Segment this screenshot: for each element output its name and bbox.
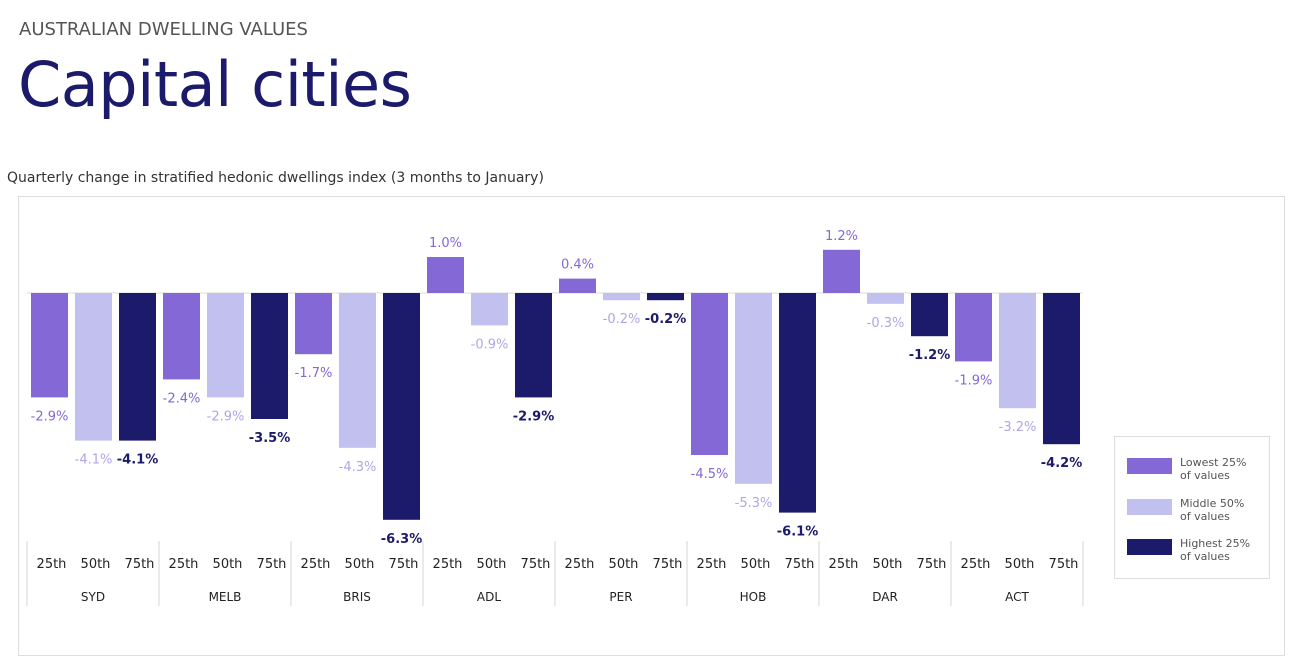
bar-hob-50th [735, 293, 772, 484]
data-label: -4.5% [691, 467, 729, 482]
data-label: -1.2% [909, 348, 950, 363]
data-label: -1.9% [955, 373, 993, 388]
bar-hob-25th [691, 293, 728, 455]
bar-syd-25th [31, 293, 68, 398]
data-label: 0.4% [561, 258, 594, 273]
bar-melb-75th [251, 293, 288, 419]
bar-hob-75th [779, 293, 816, 513]
tick-label: 50th [345, 557, 375, 572]
legend-label: Highest 25% [1180, 537, 1251, 550]
bar-per-75th [647, 293, 684, 301]
category-label: ADL [477, 590, 501, 604]
data-label: -2.9% [513, 409, 554, 424]
data-label: -4.2% [1041, 456, 1082, 471]
tick-label: 75th [125, 557, 155, 572]
legend-label: Middle 50% [1180, 497, 1245, 510]
chart-frame [18, 196, 1285, 656]
category-label: ACT [1005, 590, 1029, 604]
category-label: HOB [740, 590, 767, 604]
legend-label: of values [1180, 550, 1230, 563]
data-label: -6.3% [381, 532, 422, 547]
page-title: Capital cities [18, 48, 412, 121]
tick-label: 25th [169, 557, 199, 572]
tick-label: 25th [301, 557, 331, 572]
bar-melb-50th [207, 293, 244, 398]
data-label: -2.9% [31, 409, 69, 424]
tick-label: 75th [521, 557, 551, 572]
category-label: DAR [872, 590, 898, 604]
bar-adl-25th [427, 257, 464, 293]
tick-label: 50th [741, 557, 771, 572]
legend: Lowest 25% of values Middle 50% of values … [1114, 436, 1270, 579]
tick-label: 50th [873, 557, 903, 572]
bar-act-50th [999, 293, 1036, 409]
data-label: -3.2% [999, 420, 1037, 435]
bar-bris-50th [339, 293, 376, 448]
tick-label: 25th [697, 557, 727, 572]
legend-swatch [1127, 499, 1172, 515]
tick-label: 25th [565, 557, 595, 572]
tick-label: 75th [917, 557, 947, 572]
data-label: -1.7% [295, 366, 333, 381]
bar-bris-75th [383, 293, 420, 520]
category-label: MELB [209, 590, 242, 604]
bar-bris-25th [295, 293, 332, 355]
bar-act-25th [955, 293, 992, 362]
tick-label: 75th [653, 557, 683, 572]
category-label: PER [609, 590, 632, 604]
tick-label: 75th [1049, 557, 1079, 572]
data-label: 1.2% [825, 229, 858, 244]
data-label: -0.3% [867, 316, 905, 331]
legend-swatch [1127, 539, 1172, 555]
legend-item-highest: Highest 25% of values [1127, 537, 1260, 563]
tick-label: 50th [609, 557, 639, 572]
bar-dar-50th [867, 293, 904, 304]
data-label: -0.2% [645, 312, 686, 327]
bar-act-75th [1043, 293, 1080, 445]
eyebrow-heading: AUSTRALIAN DWELLING VALUES [19, 19, 308, 40]
data-label: -0.2% [603, 312, 641, 327]
tick-label: 50th [1005, 557, 1035, 572]
tick-label: 75th [389, 557, 419, 572]
tick-label: 25th [829, 557, 859, 572]
bar-per-25th [559, 278, 596, 293]
legend-item-middle: Middle 50% of values [1127, 497, 1260, 523]
tick-label: 50th [213, 557, 243, 572]
bar-per-50th [603, 293, 640, 301]
bar-dar-25th [823, 249, 860, 293]
data-label: -0.9% [471, 337, 509, 352]
bar-dar-75th [911, 293, 948, 337]
chart-title: Quarterly change in stratified hedonic d… [7, 170, 544, 186]
tick-label: 50th [477, 557, 507, 572]
data-label: 1.0% [429, 236, 462, 251]
legend-swatch [1127, 458, 1172, 474]
data-label: -4.1% [75, 453, 113, 468]
legend-item-lowest: Lowest 25% of values [1127, 456, 1260, 482]
data-label: -3.5% [249, 431, 290, 446]
tick-label: 25th [961, 557, 991, 572]
bar-melb-25th [163, 293, 200, 380]
data-label: -5.3% [735, 496, 773, 511]
bar-syd-50th [75, 293, 112, 441]
tick-label: 25th [37, 557, 67, 572]
tick-label: 75th [257, 557, 287, 572]
data-label: -4.3% [339, 460, 377, 475]
data-label: -2.9% [207, 409, 245, 424]
bar-adl-75th [515, 293, 552, 398]
data-label: -2.4% [163, 391, 201, 406]
tick-label: 25th [433, 557, 463, 572]
data-label: -4.1% [117, 453, 158, 468]
legend-label: Lowest 25% [1180, 456, 1247, 469]
bar-syd-75th [119, 293, 156, 441]
category-label: SYD [81, 590, 105, 604]
data-label: -6.1% [777, 525, 818, 540]
tick-label: 50th [81, 557, 111, 572]
bar-adl-50th [471, 293, 508, 326]
legend-label: of values [1180, 469, 1230, 482]
tick-label: 75th [785, 557, 815, 572]
category-label: BRIS [343, 590, 371, 604]
legend-label: of values [1180, 510, 1230, 523]
